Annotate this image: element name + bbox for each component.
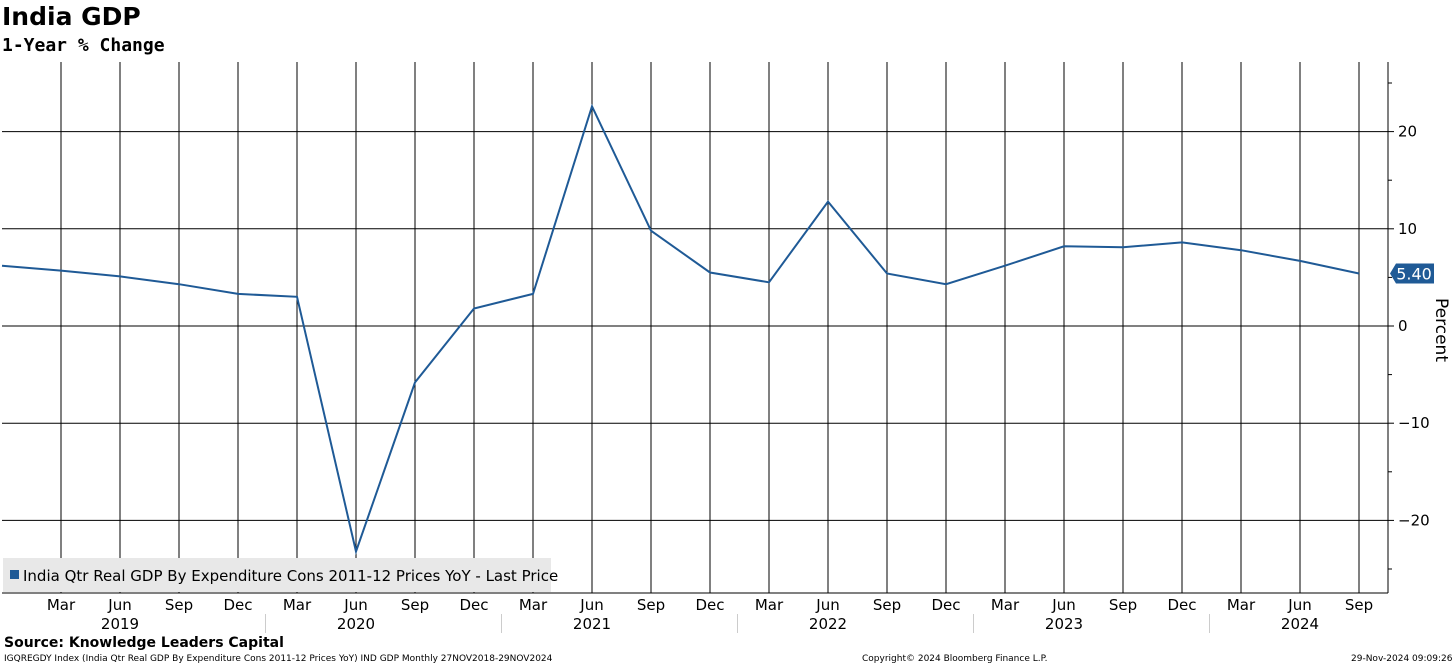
legend-box xyxy=(3,558,551,592)
x-tick-label: Dec xyxy=(695,596,724,614)
timestamp: 29-Nov-2024 09:09:26 xyxy=(1351,654,1453,664)
x-year-label: 2022 xyxy=(809,615,847,633)
last-value-label: 5.40 xyxy=(1396,265,1432,284)
x-year-label: 2019 xyxy=(101,615,139,633)
x-tick-label: Dec xyxy=(931,596,960,614)
chart-title: India GDP xyxy=(2,2,141,31)
x-tick-label: Jun xyxy=(579,596,603,614)
x-year-label: 2020 xyxy=(337,615,375,633)
x-year-label: 2021 xyxy=(573,615,611,633)
x-tick-label: Sep xyxy=(1345,596,1373,614)
x-tick-label: Jun xyxy=(343,596,367,614)
x-tick-label: Mar xyxy=(991,596,1020,614)
x-tick-label: Sep xyxy=(165,596,193,614)
source-note: Source: Knowledge Leaders Capital xyxy=(4,635,284,651)
x-tick-label: Dec xyxy=(459,596,488,614)
y-tick-label: 20 xyxy=(1398,123,1417,141)
x-tick-label: Jun xyxy=(107,596,131,614)
x-tick-label: Sep xyxy=(873,596,901,614)
x-tick-label: Mar xyxy=(47,596,76,614)
legend-label: India Qtr Real GDP By Expenditure Cons 2… xyxy=(23,567,558,585)
x-tick-label: Dec xyxy=(1167,596,1196,614)
x-tick-label: Jun xyxy=(1287,596,1311,614)
y-tick-label: 10 xyxy=(1398,220,1417,238)
last-value-tag xyxy=(1390,263,1434,284)
x-tick-label: Dec xyxy=(223,596,252,614)
series-line xyxy=(1,103,1360,556)
chart-subtitle: 1-Year % Change xyxy=(2,35,165,56)
ticker-line: IGQREGDY Index (India Qtr Real GDP By Ex… xyxy=(4,654,553,664)
x-year-label: 2023 xyxy=(1045,615,1083,633)
y-tick-label: −10 xyxy=(1398,414,1430,432)
x-tick-label: Jun xyxy=(1051,596,1075,614)
x-year-label: 2024 xyxy=(1281,615,1319,633)
y-tick-label: −20 xyxy=(1398,511,1430,529)
y-tick-label: 0 xyxy=(1398,317,1408,335)
x-tick-label: Sep xyxy=(1109,596,1137,614)
legend-swatch xyxy=(10,570,19,579)
x-tick-label: Mar xyxy=(1227,596,1256,614)
copyright-note: Copyright© 2024 Bloomberg Finance L.P. xyxy=(862,654,1048,664)
y-axis-label: Percent xyxy=(1431,298,1451,362)
x-tick-label: Mar xyxy=(283,596,312,614)
x-tick-label: Jun xyxy=(815,596,839,614)
x-tick-label: Mar xyxy=(519,596,548,614)
x-tick-label: Sep xyxy=(401,596,429,614)
x-tick-label: Sep xyxy=(637,596,665,614)
x-tick-label: Mar xyxy=(755,596,784,614)
